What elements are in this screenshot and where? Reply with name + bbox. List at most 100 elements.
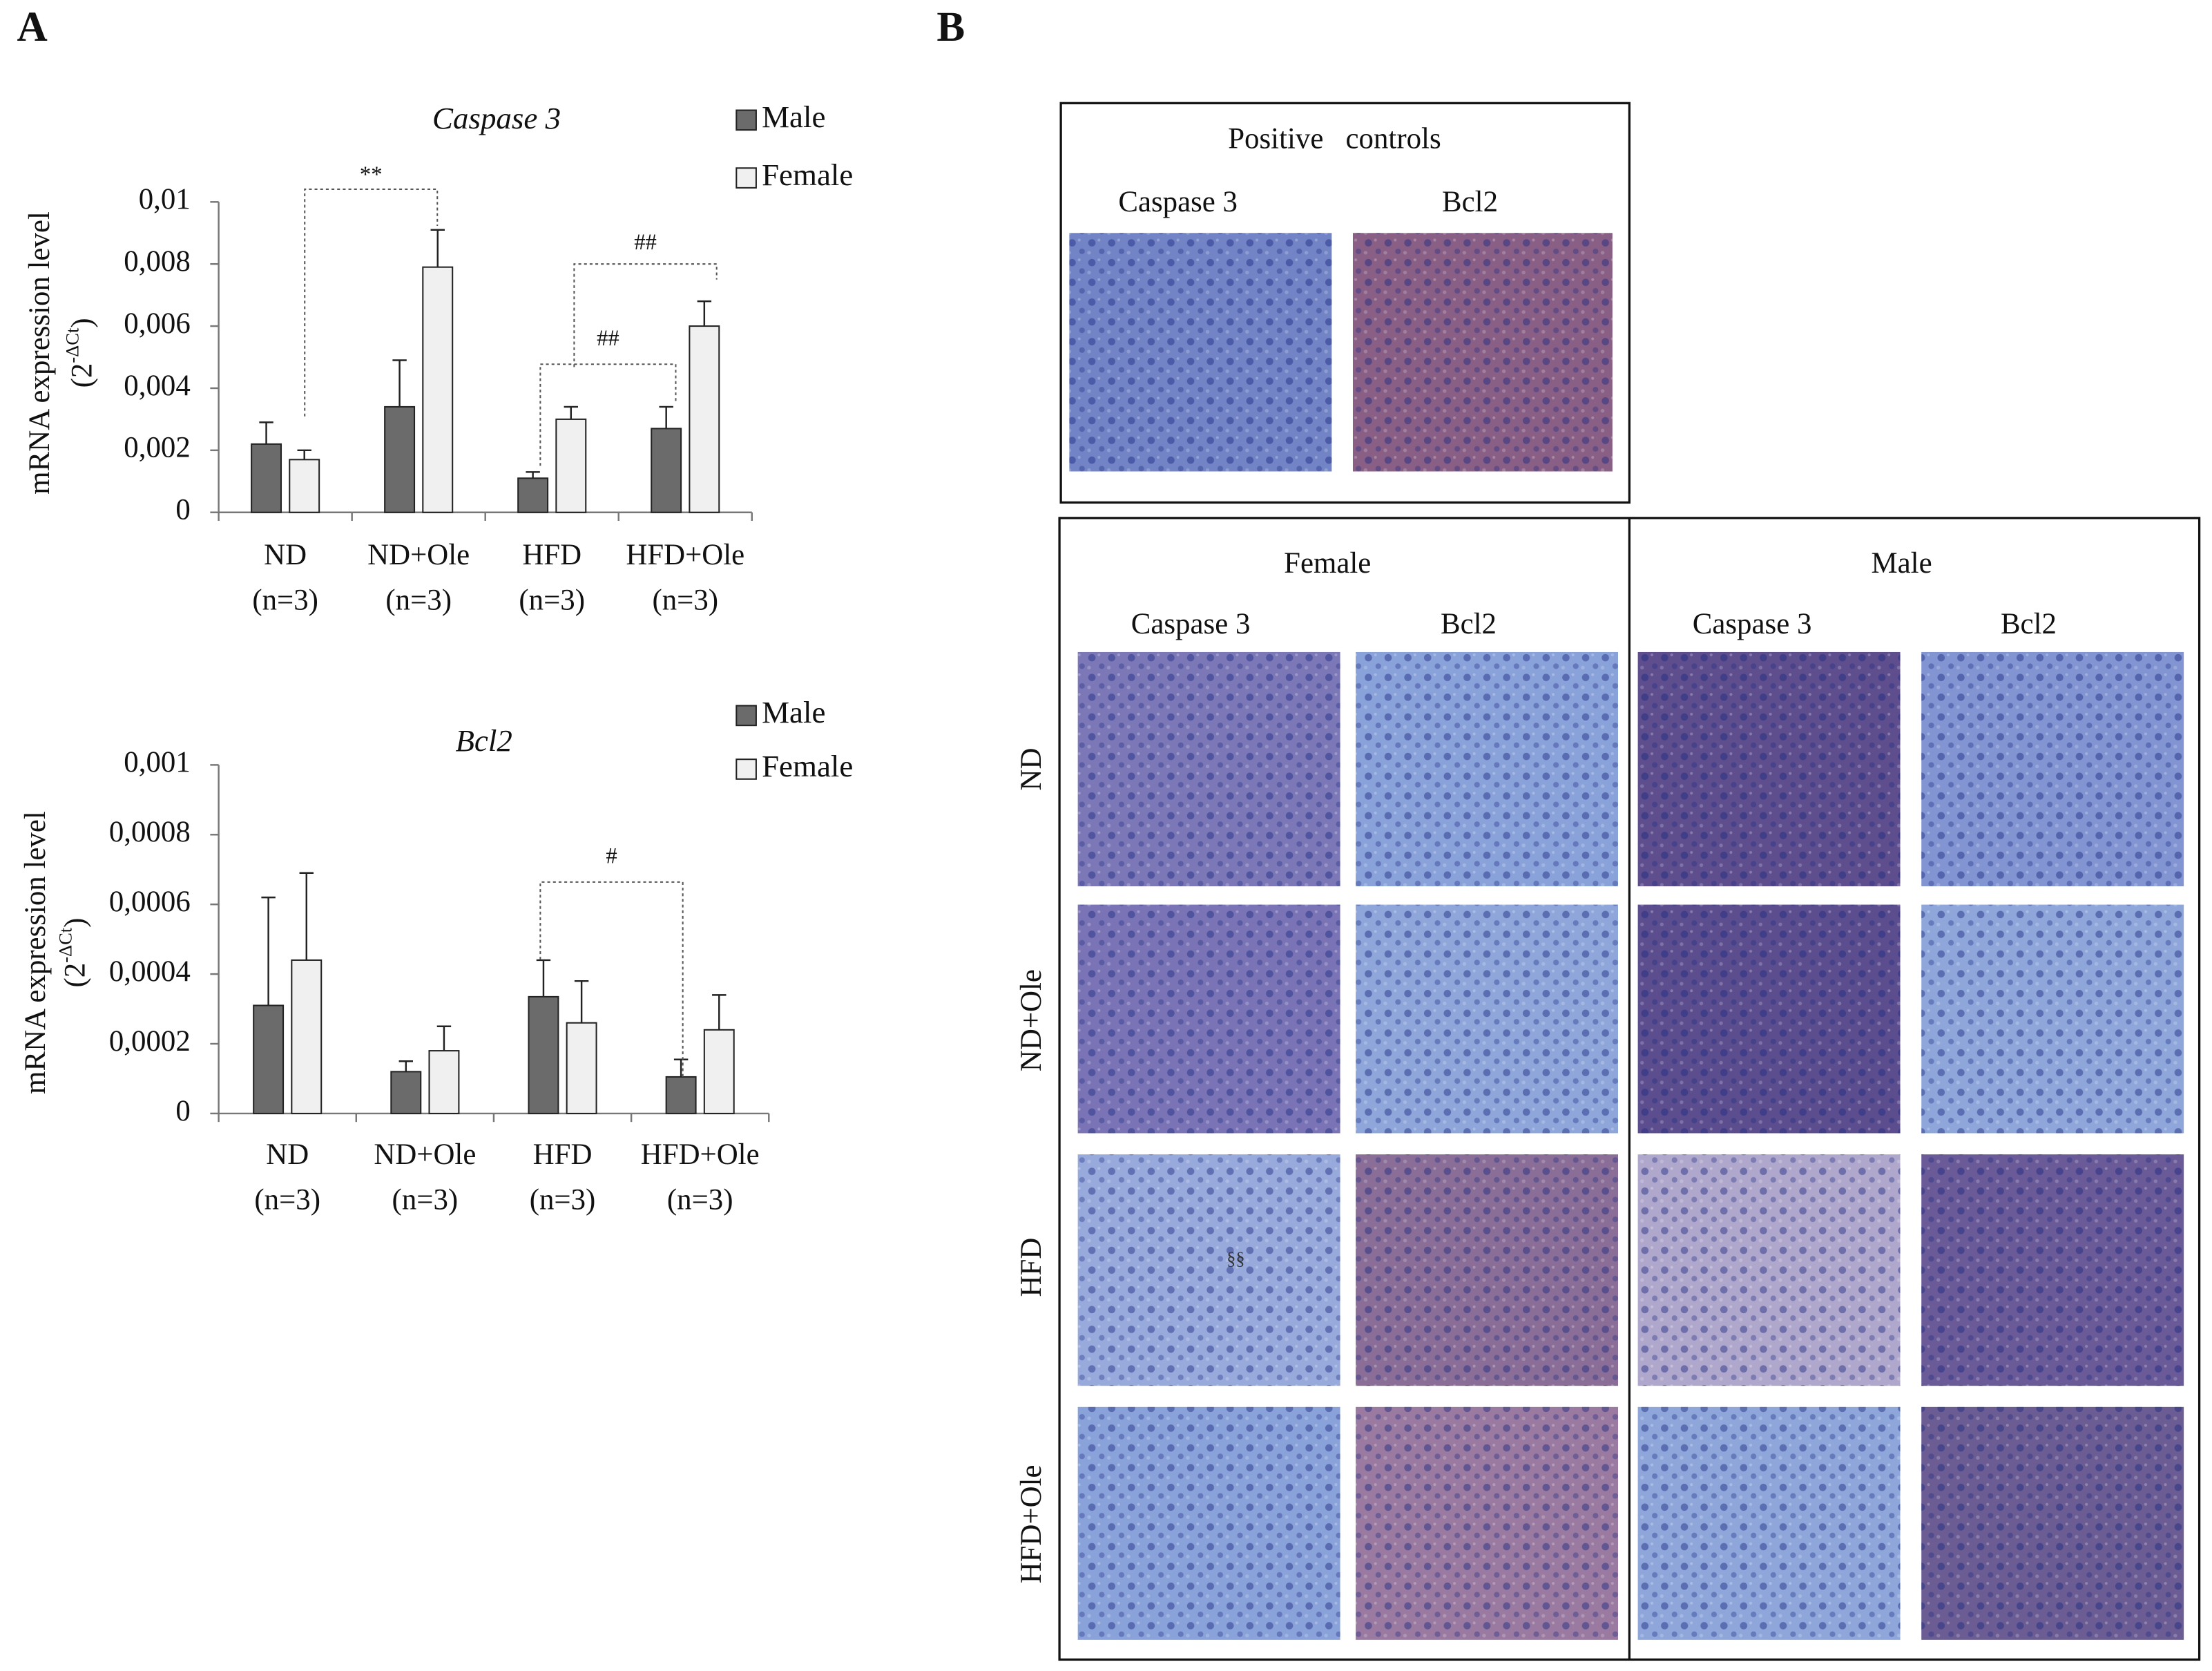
error-bar (673, 1058, 689, 1077)
legend-label: Male (762, 695, 825, 729)
group-label: Male (1872, 547, 1932, 580)
legend-swatch (735, 109, 757, 131)
error-bar (574, 980, 589, 1023)
y-axis-unit-part: -ΔCt (62, 327, 83, 363)
bar (251, 443, 282, 513)
micrograph-texture (1921, 1154, 2184, 1386)
legend-swatch (735, 705, 757, 727)
y-axis-unit-part: ) (59, 918, 91, 928)
x-tick-label: HFD (522, 539, 581, 571)
bar (689, 325, 720, 513)
x-tick-label: ND (264, 539, 307, 571)
x-tick-label: HFD (533, 1138, 593, 1171)
x-tick-sublabel: (n=3) (254, 1183, 320, 1216)
micrograph-texture (1352, 233, 1613, 472)
micrograph-texture (1637, 1406, 1901, 1640)
significance-bracket (573, 263, 718, 367)
y-tick-label: 0,001 (124, 746, 190, 779)
bar (390, 1071, 422, 1114)
error-bar (697, 300, 712, 327)
y-tick-label: 0,006 (124, 307, 190, 340)
micrograph-texture (1077, 1154, 1340, 1386)
y-axis-unit: (2-ΔCt) (55, 918, 91, 988)
legend-swatch (735, 758, 757, 780)
x-tick-sublabel: (n=3) (392, 1183, 459, 1216)
error-bar (564, 405, 579, 419)
error-bar (299, 872, 314, 960)
micrograph-texture (1077, 1406, 1340, 1640)
y-tick-label: 0,0008 (109, 816, 191, 848)
bar (517, 477, 549, 513)
legend-swatch (735, 167, 757, 189)
micrograph-texture (1921, 904, 2184, 1134)
x-tick-sublabel: (n=3) (519, 584, 585, 616)
significance-bracket (539, 363, 677, 466)
micrograph-texture (1356, 1406, 1619, 1640)
micrograph-texture (1921, 1406, 2184, 1640)
y-tick-label: 0 (175, 1095, 190, 1127)
significance-bracket (304, 188, 439, 417)
y-axis-unit-part: ) (66, 318, 98, 327)
error-bar (436, 1025, 452, 1051)
positive-controls-box (1059, 102, 1631, 504)
chart-title: Caspase 3 (432, 101, 561, 135)
significance-label: # (606, 844, 617, 869)
row-label: ND+Ole (1015, 969, 1048, 1071)
x-tick-sublabel: (n=3) (530, 1183, 596, 1216)
y-tick-label: 0,01 (139, 183, 191, 216)
y-axis-unit-part: -ΔCt (55, 927, 75, 963)
bar (289, 459, 320, 513)
micrograph-texture (1356, 904, 1619, 1134)
y-axis-unit-part: (2 (66, 363, 98, 388)
error-bar (297, 449, 311, 460)
x-tick-label: HFD+Ole (641, 1138, 760, 1171)
y-tick-label: 0,008 (124, 245, 190, 278)
x-tick-sublabel: (n=3) (252, 584, 318, 616)
micrograph-texture (1356, 651, 1619, 887)
x-tick-label: HFD+Ole (626, 539, 744, 571)
error-bar (259, 421, 273, 444)
error-bar (536, 959, 551, 997)
legend-label: Female (762, 157, 853, 192)
significance-label: ## (634, 230, 657, 255)
panel-label: B (936, 3, 965, 50)
error-bar (392, 359, 407, 407)
y-axis-label: mRNA expression level (19, 811, 52, 1094)
y-axis-unit: (2-ΔCt) (62, 318, 99, 388)
error-bar (712, 994, 727, 1030)
error-bar (659, 405, 673, 429)
micrograph-texture (1637, 651, 1901, 887)
significance-label: ** (360, 162, 383, 187)
error-bar (261, 896, 276, 1006)
y-tick-label: 0,0002 (109, 1025, 191, 1058)
significance-bracket (539, 881, 684, 1080)
column-label: Caspase 3 (1693, 608, 1812, 640)
bar (422, 266, 454, 513)
x-tick-sublabel: (n=3) (385, 584, 452, 616)
column-label: Caspase 3 (1131, 608, 1251, 640)
micrograph-texture (1637, 904, 1901, 1134)
error-bar (526, 471, 540, 479)
error-bar (398, 1060, 414, 1072)
x-tick-sublabel: (n=3) (667, 1183, 733, 1216)
row-label: HFD+Ole (1015, 1464, 1048, 1583)
y-axis-unit-part: (2 (59, 963, 91, 988)
bar (555, 418, 587, 513)
micrograph-texture (1069, 233, 1332, 472)
significance-label: ## (597, 326, 619, 351)
column-label: Bcl2 (2001, 608, 2057, 640)
positive-controls-title: Positive controls (1228, 122, 1441, 155)
micrograph-texture (1077, 904, 1340, 1134)
x-tick-label: ND+Ole (374, 1138, 476, 1171)
bar (428, 1050, 460, 1114)
micrograph-texture (1356, 1154, 1619, 1386)
y-axis-label: mRNA expression level (23, 211, 56, 495)
chart-title: Bcl2 (455, 723, 512, 758)
y-tick-label: 0 (175, 494, 190, 526)
panel-label: A (17, 3, 48, 50)
bar (703, 1029, 735, 1114)
y-tick-label: 0,004 (124, 370, 190, 402)
image-annotation: §§ (1227, 1248, 1245, 1268)
